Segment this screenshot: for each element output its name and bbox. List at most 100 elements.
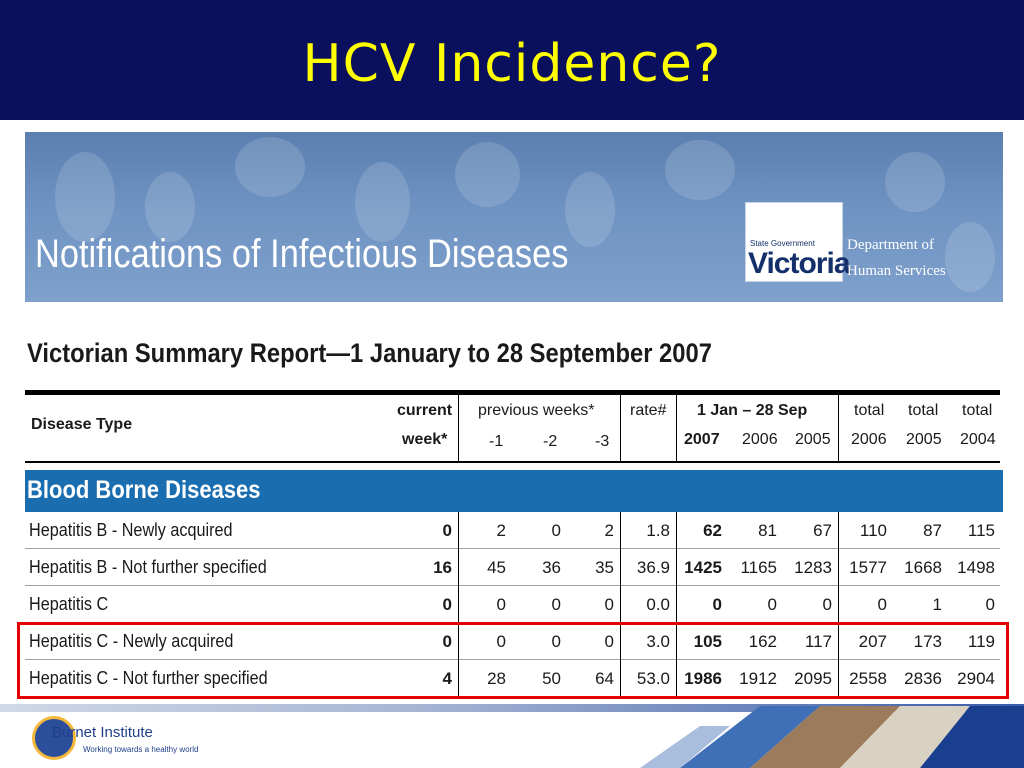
column-divider bbox=[620, 660, 621, 697]
cell-week-minus-1: 0 bbox=[496, 632, 506, 651]
cell-week-minus-1: 2 bbox=[496, 521, 506, 540]
header-disease-type: Disease Type bbox=[31, 416, 133, 433]
cell-disease-name: Hepatitis C bbox=[29, 594, 109, 614]
cell-total-2004: 119 bbox=[967, 632, 995, 651]
cell-ytd-2007: 1425 bbox=[684, 558, 722, 577]
cell-week-minus-1: 0 bbox=[496, 595, 506, 614]
column-divider bbox=[620, 623, 621, 660]
table-row: Hepatitis B - Newly acquired 0 2 0 2 1.8 62 81 6… bbox=[25, 512, 1000, 549]
header-total-2006: 2006 bbox=[851, 431, 887, 448]
column-divider bbox=[676, 549, 677, 586]
column-divider bbox=[838, 549, 839, 586]
cell-rate: 0.0 bbox=[646, 595, 670, 614]
cell-week-minus-3: 64 bbox=[595, 669, 614, 688]
cell-week-minus-3: 2 bbox=[604, 521, 614, 540]
header-rate: rate# bbox=[630, 402, 667, 419]
column-divider bbox=[458, 512, 459, 549]
cell-ytd-2007: 0 bbox=[712, 595, 722, 614]
cell-week-minus-3: 35 bbox=[595, 558, 614, 577]
department-line-1: Department of bbox=[847, 237, 935, 253]
org-name: Burnet Institute bbox=[52, 724, 153, 741]
cell-total-2005: 1668 bbox=[904, 558, 942, 577]
header-ytd-range: 1 Jan – 28 Sep bbox=[697, 402, 808, 419]
cell-total-2006: 110 bbox=[859, 521, 887, 540]
cell-rate: 3.0 bbox=[646, 632, 670, 651]
header-divider bbox=[676, 395, 677, 461]
column-divider bbox=[838, 660, 839, 697]
report-banner: Notifications of Infectious Diseases Sta… bbox=[25, 132, 1003, 302]
section-band bbox=[25, 470, 1003, 512]
cell-rate: 53.0 bbox=[636, 669, 670, 688]
cell-ytd-2006: 1912 bbox=[739, 669, 777, 688]
column-divider bbox=[458, 586, 459, 623]
cell-ytd-2007: 1986 bbox=[684, 669, 722, 688]
header-current: current bbox=[397, 402, 453, 419]
burnet-logo-icon bbox=[32, 716, 76, 760]
cell-current-week: 0 bbox=[442, 632, 452, 651]
header-bottom-rule bbox=[25, 461, 1000, 463]
cell-total-2004: 0 bbox=[985, 595, 995, 614]
header-total-2004: 2004 bbox=[960, 431, 996, 448]
cell-week-minus-2: 50 bbox=[542, 669, 561, 688]
cell-week-minus-1: 45 bbox=[487, 558, 506, 577]
cell-week-minus-3: 0 bbox=[604, 595, 614, 614]
report-title: Victorian Summary Report—1 January to 28… bbox=[27, 338, 712, 368]
cell-disease-name: Hepatitis C - Not further specified bbox=[29, 668, 268, 688]
column-divider bbox=[458, 549, 459, 586]
column-divider bbox=[676, 512, 677, 549]
cell-week-minus-2: 36 bbox=[542, 558, 561, 577]
header-total-2005: 2005 bbox=[906, 431, 942, 448]
cell-current-week: 0 bbox=[442, 595, 452, 614]
slide-title: HCV Incidence? bbox=[302, 34, 722, 94]
column-divider bbox=[676, 660, 677, 697]
cell-total-2005: 1 bbox=[932, 595, 942, 614]
cell-total-2006: 2558 bbox=[849, 669, 887, 688]
cell-current-week: 0 bbox=[442, 521, 452, 540]
column-divider bbox=[620, 549, 621, 586]
cell-ytd-2007: 105 bbox=[693, 632, 722, 651]
header-week-minus-1: -1 bbox=[489, 433, 504, 450]
cell-current-week: 16 bbox=[433, 558, 452, 577]
header-divider bbox=[458, 395, 459, 461]
header-previous-weeks: previous weeks* bbox=[478, 402, 595, 419]
table-row: Hepatitis C - Newly acquired 0 0 0 0 3.0 105 16… bbox=[25, 623, 1000, 660]
table-row: Hepatitis B - Not further specified 16 45 3… bbox=[25, 549, 1000, 586]
cell-ytd-2005: 67 bbox=[813, 521, 832, 540]
column-divider bbox=[458, 623, 459, 660]
cell-total-2005: 173 bbox=[913, 632, 942, 651]
cell-total-2005: 87 bbox=[923, 521, 942, 540]
cell-ytd-2005: 117 bbox=[804, 632, 832, 651]
footer-strip bbox=[0, 704, 1024, 712]
column-divider bbox=[676, 586, 677, 623]
victoria-logo: State Government Victoria bbox=[745, 202, 850, 282]
org-tagline: Working towards a healthy world bbox=[83, 745, 199, 754]
cell-disease-name: Hepatitis B - Newly acquired bbox=[29, 520, 233, 540]
column-divider bbox=[676, 623, 677, 660]
header-total-2005-label: total bbox=[908, 402, 939, 419]
header-ytd-2005: 2005 bbox=[795, 431, 831, 448]
header-week: week* bbox=[402, 431, 448, 448]
cell-ytd-2006: 0 bbox=[767, 595, 777, 614]
section-label: Blood Borne Diseases bbox=[27, 476, 261, 504]
cell-ytd-2006: 162 bbox=[748, 632, 777, 651]
column-divider bbox=[458, 660, 459, 697]
cell-disease-name: Hepatitis B - Not further specified bbox=[29, 557, 267, 577]
table-top-rule bbox=[25, 390, 1000, 395]
cell-total-2005: 2836 bbox=[904, 669, 942, 688]
cell-ytd-2007: 62 bbox=[703, 521, 722, 540]
cell-total-2004: 1498 bbox=[957, 558, 995, 577]
header-ytd-2007: 2007 bbox=[684, 431, 720, 448]
cell-week-minus-2: 0 bbox=[551, 632, 561, 651]
cell-ytd-2005: 2095 bbox=[794, 669, 832, 688]
banner-title: Notifications of Infectious Diseases bbox=[35, 232, 569, 276]
column-divider bbox=[838, 586, 839, 623]
cell-ytd-2005: 1283 bbox=[794, 558, 832, 577]
cell-week-minus-2: 0 bbox=[551, 521, 561, 540]
cell-week-minus-1: 28 bbox=[487, 669, 506, 688]
table-row: Hepatitis C 0 0 0 0 0.0 0 0 0 0 1 0 bbox=[25, 586, 1000, 623]
column-divider bbox=[838, 512, 839, 549]
cell-current-week: 4 bbox=[442, 669, 452, 688]
cell-total-2006: 1577 bbox=[849, 558, 887, 577]
column-divider bbox=[838, 623, 839, 660]
title-bar bbox=[0, 0, 1024, 120]
